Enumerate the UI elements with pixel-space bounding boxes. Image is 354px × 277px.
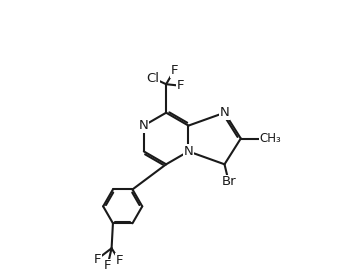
- Text: F: F: [104, 259, 111, 272]
- Text: F: F: [171, 64, 178, 77]
- Text: N: N: [139, 119, 149, 132]
- Text: F: F: [94, 253, 101, 266]
- Text: N: N: [219, 106, 229, 119]
- Text: F: F: [177, 79, 184, 92]
- Text: CH₃: CH₃: [260, 132, 281, 145]
- Text: Cl: Cl: [147, 72, 160, 85]
- Text: Br: Br: [221, 175, 236, 188]
- Text: N: N: [184, 145, 193, 158]
- Text: F: F: [116, 254, 124, 267]
